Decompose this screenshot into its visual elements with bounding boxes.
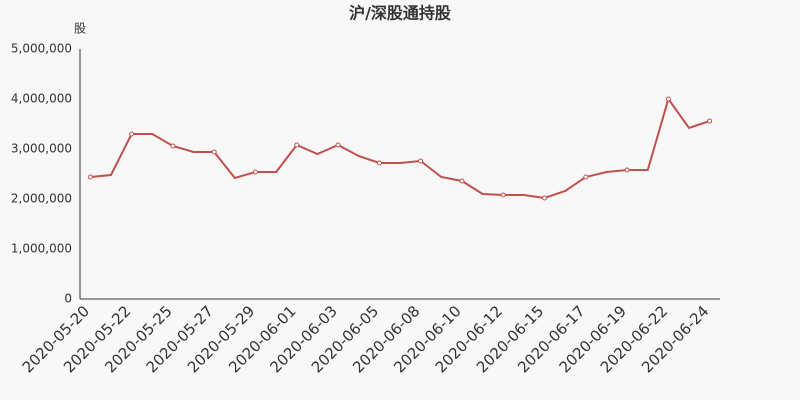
data-point (665, 96, 671, 102)
y-tick-label: 1,000,000 (11, 242, 72, 256)
data-point (170, 143, 176, 149)
data-point (252, 169, 258, 175)
data-point (418, 158, 424, 164)
y-tick-label: 0 (64, 292, 72, 306)
y-tick-label: 3,000,000 (11, 142, 72, 156)
data-point (335, 142, 341, 148)
data-point (624, 167, 630, 173)
data-point (542, 195, 548, 201)
data-point (500, 192, 506, 198)
y-tick-label: 4,000,000 (11, 92, 72, 106)
data-point (294, 142, 300, 148)
data-point (583, 174, 589, 180)
data-point (459, 178, 465, 184)
data-point (129, 131, 135, 137)
data-point (707, 118, 713, 124)
y-tick-label: 2,000,000 (11, 192, 72, 206)
data-point (376, 160, 382, 166)
series-line (90, 96, 710, 200)
data-point (211, 149, 217, 155)
y-tick-label: 5,000,000 (11, 42, 72, 56)
y-axis-title: 股 (74, 22, 86, 36)
data-point (87, 174, 93, 180)
chart-title: 沪/深股通持股 (349, 4, 452, 23)
